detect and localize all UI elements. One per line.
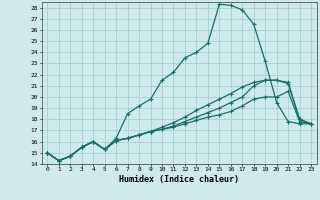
X-axis label: Humidex (Indice chaleur): Humidex (Indice chaleur) xyxy=(119,175,239,184)
